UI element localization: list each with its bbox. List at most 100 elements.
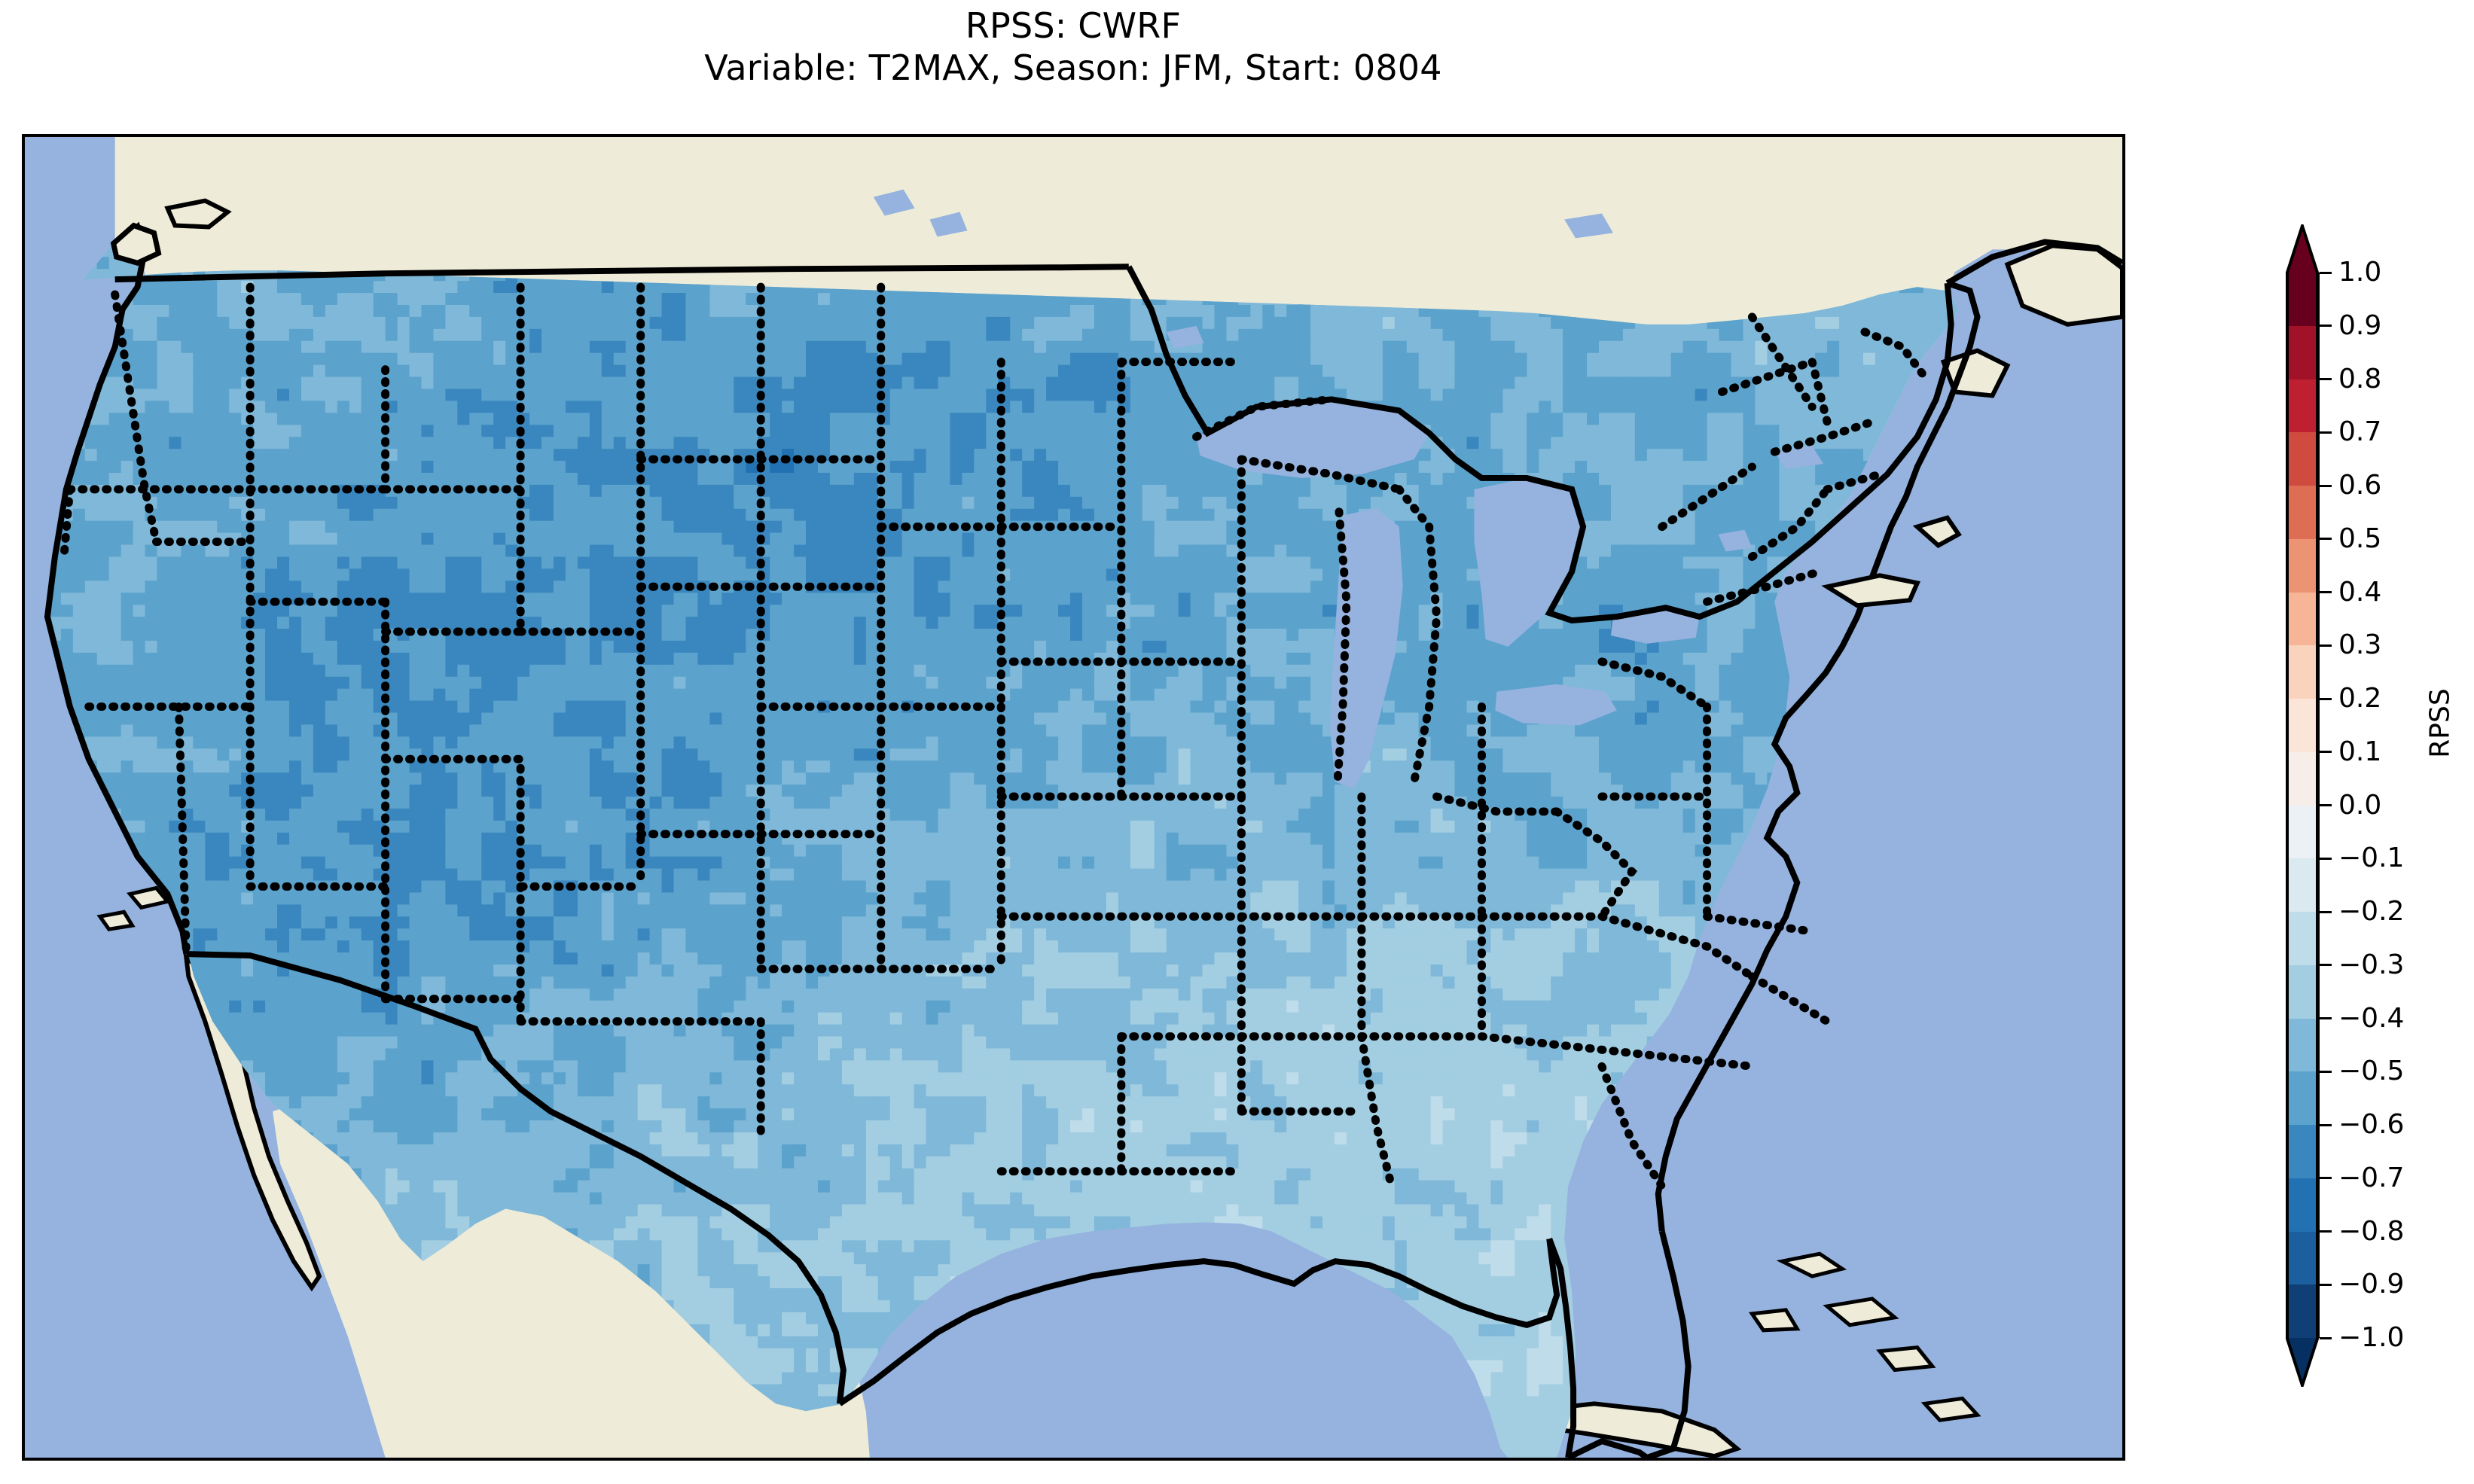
rpss-grid-cell [1563, 401, 1576, 413]
rpss-grid-cell [1154, 304, 1167, 318]
rpss-grid-cell [974, 364, 987, 378]
rpss-grid-cell [1682, 401, 1696, 413]
rpss-grid-cell [613, 461, 627, 474]
rpss-grid-cell [1454, 364, 1468, 378]
rpss-grid-cell [300, 461, 314, 474]
rpss-grid-cell [1154, 389, 1167, 401]
title-line-1: RPSS: CWRF [965, 5, 1182, 46]
figure-title: RPSS: CWRF Variable: T2MAX, Season: JFM,… [0, 5, 2146, 89]
rpss-grid-cell [709, 293, 722, 306]
rpss-grid-cell [253, 352, 266, 366]
rpss-grid-cell [601, 376, 615, 390]
rpss-grid-cell [734, 352, 746, 366]
rpss-grid-cell [421, 472, 435, 486]
rpss-grid-cell [481, 340, 494, 354]
rpss-grid-cell [1406, 340, 1420, 354]
rpss-grid-cell [806, 376, 819, 390]
rpss-grid-cell [181, 376, 194, 390]
rpss-grid-cell [685, 401, 699, 413]
rpss-grid-cell [1755, 389, 1768, 401]
rpss-grid-cell [1010, 340, 1023, 354]
rpss-grid-cell [133, 364, 146, 378]
rpss-grid-cell [469, 376, 482, 390]
rpss-grid-cell [1166, 425, 1179, 437]
rpss-grid-cell [673, 401, 687, 413]
rpss-grid-cell [625, 425, 639, 437]
rpss-grid-cell [853, 304, 867, 318]
rpss-grid-cell [457, 449, 470, 462]
rpss-grid-cell [794, 376, 807, 390]
rpss-grid-cell [1779, 413, 1792, 425]
rpss-grid-cell [1106, 376, 1119, 390]
rpss-grid-cell [1478, 449, 1492, 462]
rpss-grid-cell [493, 293, 506, 306]
rpss-grid-cell [277, 304, 290, 318]
rpss-grid-cell [1791, 425, 1804, 437]
rpss-grid-cell [938, 437, 951, 449]
rpss-grid-cell [721, 340, 734, 354]
rpss-grid-cell [300, 340, 314, 354]
rpss-grid-cell [361, 316, 374, 330]
rpss-grid-cell [1803, 340, 1816, 354]
rpss-grid-cell [1370, 304, 1383, 318]
rpss-grid-cell [1286, 376, 1299, 390]
rpss-grid-cell [529, 328, 542, 342]
rpss-grid-cell [709, 352, 722, 366]
rpss-grid-cell [950, 293, 963, 306]
rpss-grid-cell [697, 472, 710, 486]
rpss-grid-cell [1166, 316, 1179, 330]
rpss-grid-cell [1418, 461, 1432, 474]
rpss-grid-cell [673, 376, 687, 390]
rpss-grid-cell [770, 352, 782, 366]
rpss-grid-cell [1670, 425, 1684, 437]
rpss-grid-cell [685, 437, 699, 449]
rpss-grid-cell [1226, 340, 1239, 354]
rpss-grid-cell [589, 376, 602, 390]
rpss-grid-cell [1081, 364, 1095, 378]
rpss-grid-cell [649, 293, 663, 306]
rpss-grid-cell [481, 293, 494, 306]
rpss-grid-cell [1610, 328, 1624, 342]
rpss-grid-cell [1010, 401, 1023, 413]
rpss-grid-cell [1202, 413, 1216, 425]
rpss-grid-cell [601, 364, 615, 378]
rpss-grid-cell [1262, 316, 1275, 330]
rpss-grid-cell [300, 401, 314, 413]
rpss-grid-cell [1058, 328, 1071, 342]
rpss-grid-cell [361, 472, 374, 486]
rpss-grid-cell [1682, 376, 1696, 390]
rpss-grid-cell [926, 413, 939, 425]
rpss-grid-cell [1551, 340, 1563, 354]
rpss-grid-cell [1646, 376, 1660, 390]
rpss-grid-cell [1094, 425, 1107, 437]
rpss-grid-cell [541, 449, 554, 462]
rpss-grid-cell [721, 472, 734, 486]
rpss-grid-cell [986, 364, 999, 378]
rpss-grid-cell [361, 340, 374, 354]
rpss-grid-cell [817, 364, 831, 378]
rpss-grid-cell [481, 461, 494, 474]
rpss-grid-cell [1370, 316, 1383, 330]
rpss-grid-cell [734, 401, 746, 413]
rpss-grid-cell [986, 304, 999, 318]
rpss-grid-cell [577, 472, 590, 486]
rpss-grid-cell [901, 389, 915, 401]
rpss-grid-cell [541, 461, 554, 474]
rpss-grid-cell [481, 389, 494, 401]
rpss-grid-cell [1490, 413, 1503, 425]
rpss-grid-cell [253, 461, 266, 474]
rpss-grid-cell [589, 364, 602, 378]
rpss-grid-cell [1406, 364, 1420, 378]
rpss-grid-cell [1839, 437, 1852, 449]
rpss-grid-cell [1610, 340, 1624, 354]
rpss-grid-cell [457, 304, 470, 318]
rpss-grid-cell [1046, 364, 1059, 378]
rpss-grid-cell [1046, 461, 1059, 474]
rpss-grid-cell [1346, 376, 1359, 390]
rpss-grid-cell [120, 461, 134, 474]
rpss-grid-cell [1682, 449, 1696, 462]
rpss-grid-cell [1875, 413, 1888, 425]
rpss-grid-cell [205, 376, 218, 390]
rpss-grid-cell [325, 328, 338, 342]
rpss-grid-cell [169, 316, 182, 330]
